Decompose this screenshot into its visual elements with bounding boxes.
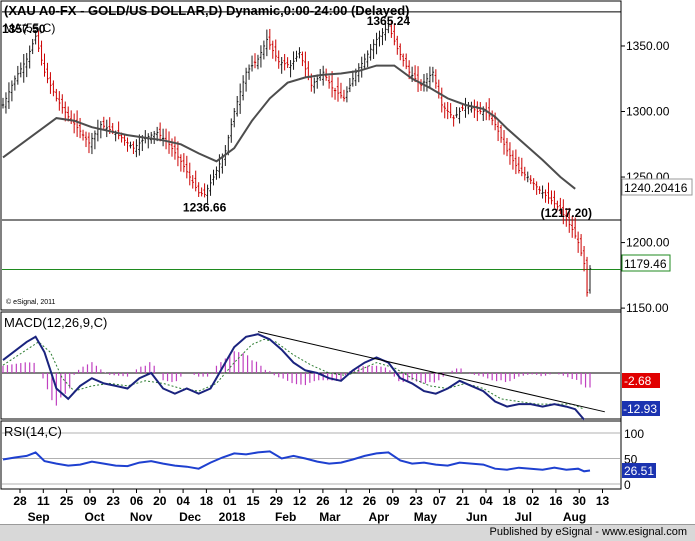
price-hlines xyxy=(2,11,621,270)
rsi-tick-label: 0 xyxy=(624,478,631,492)
x-day-label: 04 xyxy=(176,494,190,508)
x-day-label: 29 xyxy=(270,494,284,508)
x-day-label: 26 xyxy=(363,494,377,508)
x-day-label: 20 xyxy=(153,494,167,508)
rsi-tick-label: 100 xyxy=(624,427,644,441)
price-annotation: 1365.24 xyxy=(367,14,411,28)
price-candles xyxy=(1,16,592,297)
x-day-label: 23 xyxy=(107,494,121,508)
x-day-label: 18 xyxy=(200,494,214,508)
x-day-label: 04 xyxy=(479,494,493,508)
macd-value-box xyxy=(622,373,660,388)
x-day-label: 01 xyxy=(223,494,237,508)
price-tick-label: 1300.00 xyxy=(626,105,670,119)
x-month-label: Apr xyxy=(368,510,389,524)
signal-value: -12.93 xyxy=(623,402,657,416)
price-tick-label: 1350.00 xyxy=(626,39,670,53)
macd-panel: MACD(12,26,9,C) -2.68 -12.93 xyxy=(2,315,660,421)
macd-value: -2.68 xyxy=(624,374,652,388)
rsi-guides xyxy=(2,432,620,485)
rsi-line xyxy=(2,450,591,473)
price-annotation: 1357.50 xyxy=(2,22,46,36)
current-price: 1179.46 xyxy=(624,257,667,271)
price-tick-label: 1200.00 xyxy=(626,236,670,250)
x-month-label: Nov xyxy=(130,510,153,524)
x-axis: 28 11 25 09 23 06 20 04 18 01 15 29 12 26 12 26 09 23 07 21… xyxy=(13,489,609,524)
rsi-value-box xyxy=(622,463,656,478)
price-tick-label: 1150.00 xyxy=(626,301,669,315)
chart-title: (XAU A0-FX - GOLD/US DOLLAR,D) Dynamic,0… xyxy=(4,3,409,18)
rsi-value: 26.51 xyxy=(624,464,654,478)
macd-label: MACD(12,26,9,C) xyxy=(4,315,107,330)
x-day-label: 21 xyxy=(456,494,470,508)
x-month-label: Mar xyxy=(319,510,341,524)
x-day-label: 07 xyxy=(433,494,447,508)
x-day-label: 02 xyxy=(526,494,540,508)
x-month-label: Sep xyxy=(28,510,50,524)
ma-value: 1240.20416 xyxy=(624,181,688,195)
x-day-label: 09 xyxy=(386,494,400,508)
price-annotation: 1236.66 xyxy=(183,201,227,215)
x-month-label: Jul xyxy=(515,510,532,524)
x-month-label: Feb xyxy=(275,510,296,524)
copyright-text: © eSignal, 2011 xyxy=(6,298,56,306)
x-day-label: 15 xyxy=(246,494,260,508)
x-day-label: 12 xyxy=(340,494,354,508)
ma-label: MA(55,C) xyxy=(4,21,55,35)
x-month-label: Aug xyxy=(563,510,586,524)
x-day-label: 18 xyxy=(503,494,517,508)
footer-text: Published by eSignal - www.esignal.com xyxy=(489,526,688,538)
x-month-label: Dec xyxy=(179,510,201,524)
signal-value-box xyxy=(622,401,660,416)
x-day-label: 26 xyxy=(316,494,330,508)
x-month-label: 2018 xyxy=(219,510,246,524)
ma-value-box xyxy=(621,178,693,196)
price-annotation: (1217.20) xyxy=(541,206,592,220)
x-day-label: 12 xyxy=(293,494,307,508)
x-day-label: 09 xyxy=(83,494,97,508)
footer-bar: Published by eSignal - www.esignal.com xyxy=(0,524,695,541)
x-day-label: 06 xyxy=(130,494,144,508)
x-day-label: 13 xyxy=(596,494,610,508)
x-day-label: 16 xyxy=(549,494,563,508)
price-annotations: 1357.50 1365.24 1236.66 (1217.20) xyxy=(2,14,592,220)
ma-line xyxy=(2,64,576,190)
x-month-label: Oct xyxy=(85,510,105,524)
x-month-label: May xyxy=(414,510,438,524)
x-day-label: 23 xyxy=(409,494,423,508)
macd-trendline xyxy=(257,331,605,413)
x-day-label: 30 xyxy=(573,494,587,508)
x-day-label: 25 xyxy=(60,494,74,508)
rsi-label: RSI(14,C) xyxy=(4,424,62,439)
x-month-label: Jun xyxy=(466,510,487,524)
current-price-box xyxy=(621,254,671,272)
macd-line xyxy=(2,333,585,421)
x-day-label: 28 xyxy=(13,494,27,508)
panel-frames xyxy=(0,0,622,490)
x-day-label: 11 xyxy=(37,494,50,508)
